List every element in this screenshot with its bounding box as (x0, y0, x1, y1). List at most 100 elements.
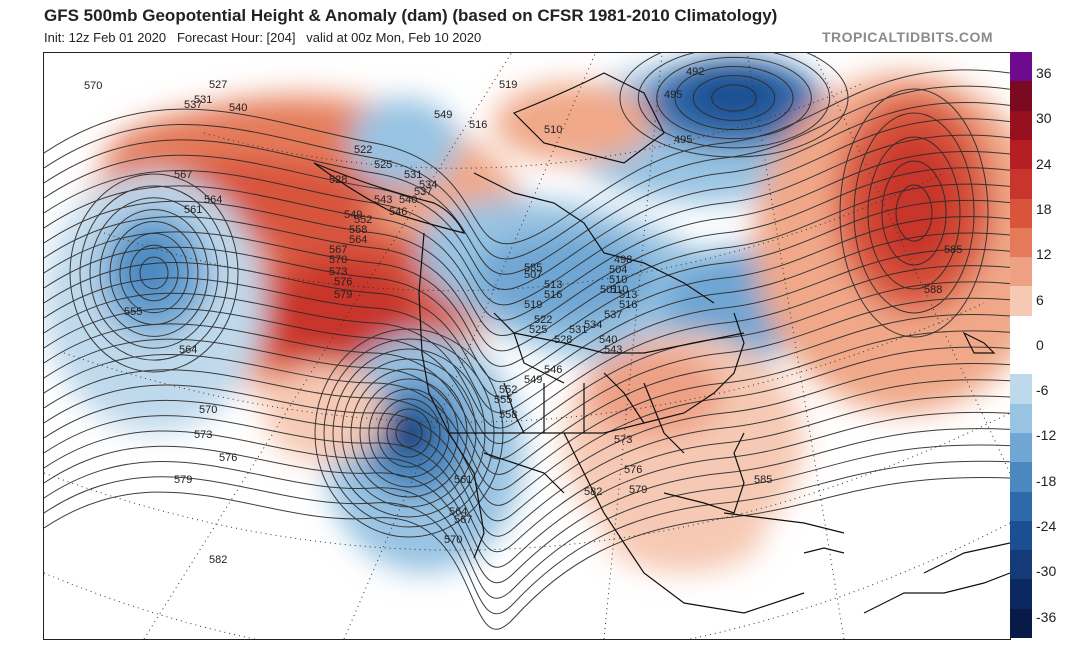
contour-label: 579 (174, 474, 192, 486)
contour-label: 504 (609, 264, 627, 276)
height-contour (69, 173, 239, 373)
contour-label: 534 (584, 319, 602, 331)
contour-label: 519 (499, 79, 517, 91)
contour-label: 573 (194, 429, 212, 441)
contour-label: 519 (524, 299, 542, 311)
colorbar-label: 6 (1036, 291, 1044, 308)
height-contour (839, 88, 989, 338)
colorbar-label: 18 (1036, 200, 1052, 217)
contour-label: 528 (554, 334, 572, 346)
contour-label: 549 (434, 109, 452, 121)
contour-label: 540 (599, 334, 617, 346)
forecast-info: Init: 12z Feb 01 2020 Forecast Hour: [20… (44, 30, 482, 45)
contour-label: 582 (209, 554, 227, 566)
contour-label: 546 (389, 206, 407, 218)
height-contour (44, 428, 1010, 584)
contour-label: 492 (686, 66, 704, 78)
contour-label: 567 (329, 244, 347, 256)
colorbar-segment (1010, 403, 1032, 434)
height-contour (44, 248, 1010, 414)
height-contour (692, 75, 776, 121)
height-contour (44, 444, 1010, 599)
height-contour (637, 53, 831, 149)
height-contour (44, 232, 1010, 398)
height-contour (711, 84, 757, 112)
colorbar-label: 12 (1036, 246, 1052, 263)
height-contour (853, 112, 975, 314)
colorbar-segment (1010, 462, 1032, 492)
contour-label: 564 (349, 234, 367, 246)
contour-label: 537 (184, 99, 202, 111)
contour-label: 513 (544, 279, 562, 291)
contour-label: 570 (444, 534, 462, 546)
colorbar-segment (1010, 81, 1032, 112)
contour-label: 513 (619, 289, 637, 301)
colorbar-segment (1010, 139, 1032, 170)
height-contour (44, 150, 1010, 321)
contour-label: 507 (524, 269, 542, 281)
height-contour (44, 411, 1010, 568)
contour-label: 570 (84, 80, 102, 92)
contour-label: 552 (354, 214, 372, 226)
coastlines (313, 72, 1010, 614)
colorbar-segment (1010, 520, 1032, 551)
contour-label: 516 (469, 119, 487, 131)
height-contour (44, 183, 1010, 352)
height-contour (656, 56, 812, 140)
contour-label: 543 (374, 194, 392, 206)
contour-label: 564 (204, 194, 222, 206)
contour-label: 573 (614, 434, 632, 446)
contour-label: 576 (219, 452, 237, 464)
graticule (44, 53, 1010, 639)
height-contour (119, 232, 189, 314)
contour-label: 540 (229, 102, 247, 114)
colorbar-label: 36 (1036, 65, 1052, 81)
colorbar-segment (1010, 257, 1032, 287)
height-contour (44, 346, 1010, 506)
anomaly-colorbar (1010, 52, 1032, 639)
height-contour (44, 314, 1010, 475)
contour-label: 567 (174, 169, 192, 181)
height-contour (44, 85, 1010, 260)
height-contour (881, 160, 947, 266)
contour-label: 540 (399, 194, 417, 206)
contour-label: 558 (499, 409, 517, 421)
chart-title: GFS 500mb Geopotential Height & Anomaly … (44, 6, 778, 25)
contour-label: 549 (524, 374, 542, 386)
colorbar-segment (1010, 110, 1032, 141)
contour-label: 528 (329, 174, 347, 186)
colorbar-label: -36 (1036, 608, 1057, 625)
colorbar-segment (1010, 345, 1032, 375)
colorbar-label: -24 (1036, 518, 1057, 534)
contour-label: 522 (534, 314, 552, 326)
height-contour (139, 256, 169, 290)
contour-label: 564 (449, 506, 467, 518)
contour-label: 522 (354, 144, 372, 156)
height-contour (386, 408, 432, 458)
contour-label: 510 (610, 284, 628, 296)
colorbar-segment (1010, 550, 1032, 580)
contour-label: 495 (664, 89, 682, 101)
site-credit: TROPICALTIDBITS.COM (822, 29, 994, 45)
contour-label: 516 (544, 289, 562, 301)
contour-label: 534 (419, 179, 437, 191)
height-contour (79, 185, 229, 361)
height-contour (44, 330, 1010, 491)
contour-label: 525 (529, 324, 547, 336)
height-contour (44, 477, 1010, 630)
height-contour (44, 281, 1010, 445)
height-contour (44, 379, 1010, 537)
height-contour (44, 216, 1010, 383)
colorbar-segment (1010, 315, 1032, 346)
colorbar-segment (1010, 227, 1032, 258)
contour-label: 555 (124, 306, 142, 318)
contour-label: 531 (194, 94, 212, 106)
contour-label: 576 (334, 276, 352, 288)
height-contour (99, 209, 209, 337)
contour-label: 558 (349, 224, 367, 236)
contour-label: 555 (494, 394, 512, 406)
height-contour (109, 221, 199, 325)
contour-label: 525 (374, 159, 392, 171)
colorbar-segment (1010, 432, 1032, 463)
colorbar-segment (1010, 579, 1032, 610)
